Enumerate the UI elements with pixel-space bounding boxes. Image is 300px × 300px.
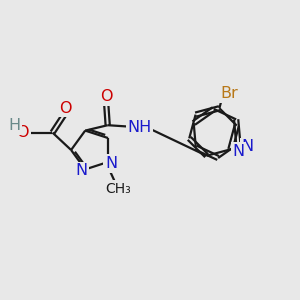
Text: CH₃: CH₃ bbox=[105, 182, 131, 196]
Text: O: O bbox=[100, 89, 112, 104]
Text: N: N bbox=[105, 156, 117, 171]
Text: O: O bbox=[16, 125, 28, 140]
Text: N: N bbox=[233, 144, 245, 159]
Text: O: O bbox=[59, 101, 72, 116]
Text: N: N bbox=[76, 164, 88, 178]
Text: N: N bbox=[241, 140, 254, 154]
Text: NH: NH bbox=[128, 120, 152, 135]
Text: Br: Br bbox=[220, 86, 238, 101]
Text: H: H bbox=[8, 118, 20, 133]
